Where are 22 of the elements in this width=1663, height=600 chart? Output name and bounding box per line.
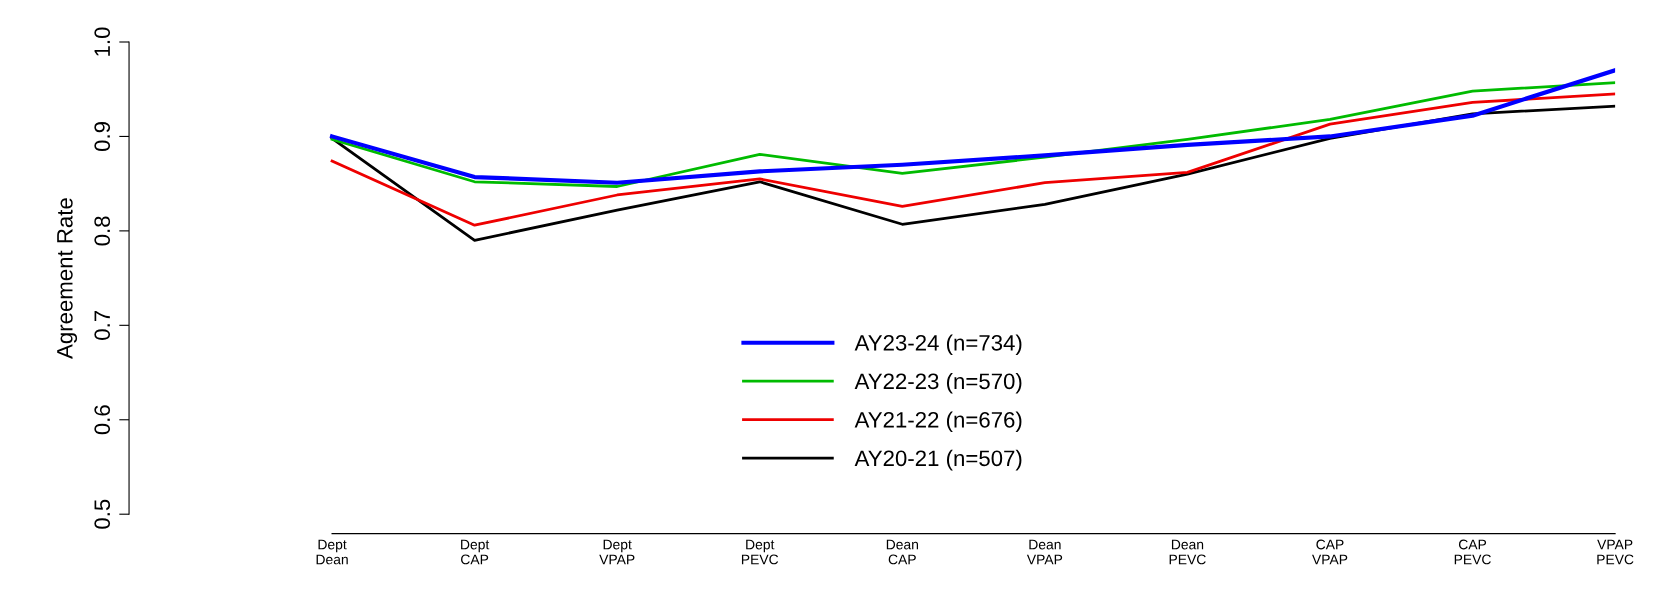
y-tick-label: 0.6 — [94, 405, 111, 435]
y-axis-title: Agreement Rate — [57, 198, 78, 359]
y-tick-label: 0.8 — [94, 216, 111, 246]
x-tick-label: Dept CAP — [461, 539, 490, 565]
x-tick-label: Dept Dean — [316, 539, 348, 565]
x-tick-label: CAP VPAP — [1312, 539, 1348, 565]
y-tick-label: 0.5 — [94, 499, 111, 529]
x-tick-label: Dean PEVC — [1169, 539, 1206, 565]
x-tick-label: Dean VPAP — [1026, 539, 1063, 565]
x-tick-label: CAP PEVC — [1454, 539, 1491, 565]
y-tick-label: 1.0 — [94, 27, 111, 56]
x-tick-label: Dean CAP — [886, 539, 918, 565]
x-tick-label: VPAP PEVC — [1597, 539, 1634, 565]
y-tick-label: 0.9 — [94, 122, 111, 152]
y-tick-label: 0.7 — [94, 310, 111, 340]
legend-label: AY20-21 (n=507) — [854, 449, 1022, 471]
legend-label: AY22-23 (n=570) — [854, 372, 1022, 394]
line-series — [330, 92, 1616, 227]
legend-label: AY21-22 (n=676) — [854, 411, 1022, 433]
x-tick-label: Dept PEVC — [741, 539, 779, 565]
x-tick-label: Dept VPAP — [599, 539, 635, 565]
legend-label: AY23-24 (n=734) — [854, 334, 1022, 356]
